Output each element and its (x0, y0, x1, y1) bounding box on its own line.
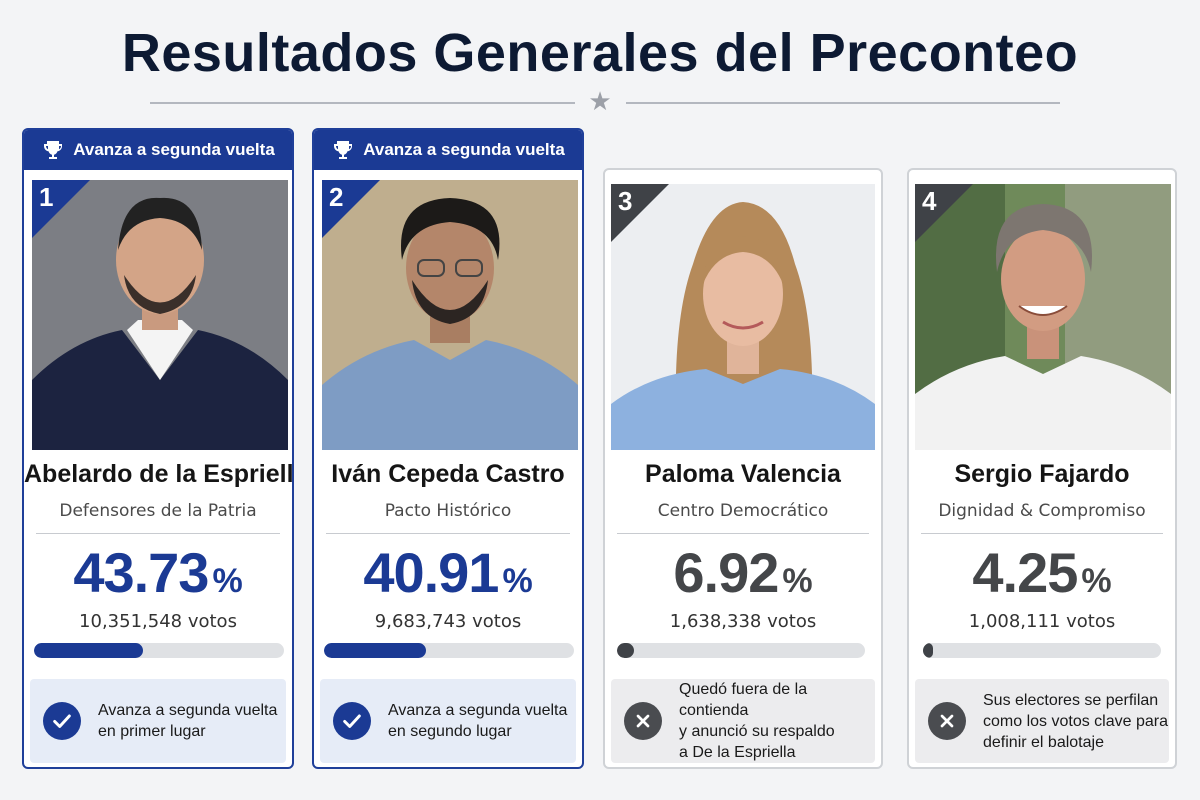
status-line: como los votos clave para (983, 712, 1168, 730)
rank-badge: 2 (322, 180, 380, 238)
card-divider (36, 533, 280, 534)
percentage-value: 4.25 (972, 541, 1078, 604)
vote-count: 1,638,338 votos (669, 611, 817, 632)
status-text: Quedó fuera de la contienda y anunció su… (679, 679, 875, 763)
trophy-icon (334, 141, 353, 159)
vote-share-fill (617, 643, 635, 658)
card-divider (326, 533, 570, 534)
status-box: Avanza a segunda vuelta en primer lugar (30, 679, 286, 763)
vote-count: 9,683,743 votos (374, 611, 522, 632)
candidate-card-4: 4 Sergio Fajardo Dignidad & Compromiso 4… (907, 168, 1177, 769)
candidate-photo: 4 (915, 184, 1171, 450)
rank-number: 3 (618, 186, 633, 216)
card-divider (617, 533, 869, 534)
vote-percentage: 4.25% (909, 540, 1175, 605)
close-icon (624, 702, 662, 740)
status-line: Sus electores se perfilan (983, 691, 1159, 709)
rank-number: 1 (39, 182, 54, 212)
vote-percentage: 6.92% (605, 540, 881, 605)
percent-sign: % (1081, 562, 1112, 600)
rank-number: 4 (922, 186, 937, 216)
advance-banner: Avanza a segunda vuelta (314, 130, 582, 170)
candidate-party: Pacto Histórico (384, 501, 512, 521)
rank-badge: 1 (32, 180, 90, 238)
advance-banner-label: Avanza a segunda vuelta (73, 140, 275, 159)
status-box: Quedó fuera de la contienda y anunció su… (611, 679, 875, 763)
percent-sign: % (212, 562, 243, 600)
status-line: en primer lugar (98, 723, 206, 740)
candidate-party: Centro Democrático (657, 501, 829, 521)
status-text: Avanza a segunda vuelta en segundo lugar (388, 700, 567, 742)
vote-share-bar (923, 643, 1161, 658)
vote-share-fill (923, 643, 934, 658)
vote-share-fill (324, 643, 427, 658)
candidate-name: Iván Cepeda Castro (331, 460, 565, 488)
check-icon (333, 702, 371, 740)
candidate-party: Dignidad & Compromiso (938, 501, 1146, 521)
percent-sign: % (502, 562, 533, 600)
close-icon (928, 702, 966, 740)
status-line: en segundo lugar (388, 723, 512, 740)
vote-percentage: 43.73% (24, 540, 292, 605)
candidate-card-1: Avanza a segunda vuelta 1 Abelardo de la… (22, 128, 294, 769)
status-box: Sus electores se perfilan como los votos… (915, 679, 1169, 763)
check-icon (43, 702, 81, 740)
status-line: Avanza a segunda vuelta (388, 702, 568, 719)
vote-count: 10,351,548 votos (79, 611, 237, 632)
status-box: Avanza a segunda vuelta en segundo lugar (320, 679, 576, 763)
candidate-card-2: Avanza a segunda vuelta 2 Iván Cepeda Ca… (312, 128, 584, 769)
candidate-card-3: 3 Paloma Valencia Centro Democrático 6.9… (603, 168, 883, 769)
vote-percentage: 40.91% (314, 540, 582, 605)
candidate-photo: 2 (322, 180, 578, 450)
vote-share-bar (617, 643, 865, 658)
advance-banner-label: Avanza a segunda vuelta (363, 140, 565, 159)
percentage-value: 43.73 (73, 541, 209, 604)
status-line: definir el balotaje (983, 733, 1104, 751)
trophy-icon (44, 141, 63, 159)
percentage-value: 6.92 (673, 541, 779, 604)
rank-badge: 3 (611, 184, 669, 242)
candidate-party: Defensores de la Patria (59, 501, 257, 521)
candidate-name: Sergio Fajardo (954, 460, 1130, 488)
status-line: y anunció su respaldo (679, 723, 835, 740)
vote-share-fill (34, 643, 144, 658)
percentage-value: 40.91 (363, 541, 499, 604)
advance-banner: Avanza a segunda vuelta (24, 130, 292, 170)
vote-share-bar (34, 643, 284, 658)
page-title: Resultados Generales del Preconteo (121, 23, 1079, 83)
rank-badge: 4 (915, 184, 973, 242)
title-divider-right (626, 102, 1060, 104)
candidate-photo: 3 (611, 184, 875, 450)
rank-number: 2 (329, 182, 344, 212)
status-line: a De la Espriella (679, 744, 796, 761)
vote-share-bar (324, 643, 574, 658)
status-line: Quedó fuera de la contienda (679, 681, 808, 719)
candidate-name: Abelardo de la Espriella (24, 460, 294, 488)
vote-count: 1,008,111 votos (968, 611, 1116, 632)
star-icon: ★ (588, 87, 612, 117)
card-divider (921, 533, 1163, 534)
title-divider-left (150, 102, 575, 104)
candidate-photo: 1 (32, 180, 288, 450)
candidate-name: Paloma Valencia (645, 460, 841, 488)
percent-sign: % (782, 562, 813, 600)
status-text: Sus electores se perfilan como los votos… (983, 690, 1168, 753)
status-text: Avanza a segunda vuelta en primer lugar (98, 700, 277, 742)
status-line: Avanza a segunda vuelta (98, 702, 278, 719)
